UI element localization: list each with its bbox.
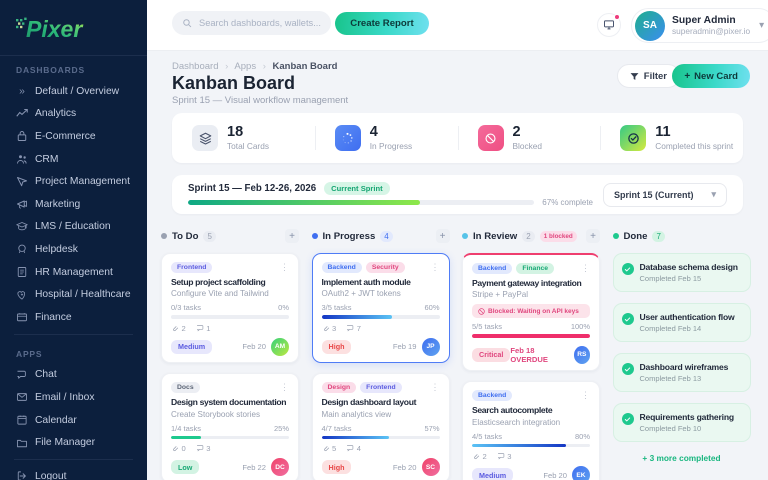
svg-text:Pixer: Pixer: [26, 16, 83, 42]
